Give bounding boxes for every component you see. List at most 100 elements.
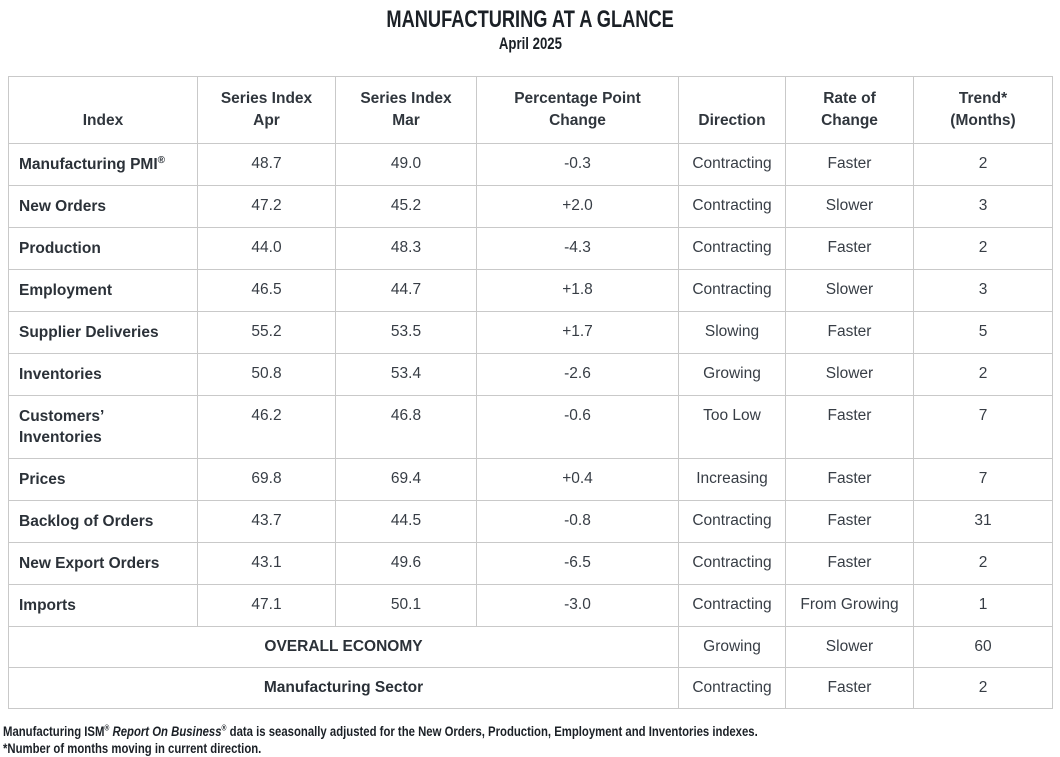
direction-value: Contracting xyxy=(679,186,786,228)
page-title: MANUFACTURING AT A GLANCE xyxy=(0,7,1060,33)
percentage-point-change-value: +2.0 xyxy=(477,186,679,228)
series-index-mar-value: 50.1 xyxy=(336,585,477,627)
series-index-apr-value: 50.8 xyxy=(198,354,336,396)
index-name: New Export Orders xyxy=(9,543,198,585)
rate-of-change-value: Faster xyxy=(786,668,914,709)
footnote-line-1: Manufacturing ISM® Report On Business® d… xyxy=(3,724,1060,741)
percentage-point-change-value: -0.8 xyxy=(477,501,679,543)
index-name: Employment xyxy=(9,270,198,312)
index-name: Manufacturing PMI® xyxy=(9,144,198,186)
rate-of-change-value: Faster xyxy=(786,144,914,186)
trend-months-value: 2 xyxy=(914,543,1053,585)
trend-months-value: 2 xyxy=(914,668,1053,709)
header-direction: Direction xyxy=(679,77,786,144)
index-name: New Orders xyxy=(9,186,198,228)
footnote-line-2: *Number of months moving in current dire… xyxy=(3,741,1060,757)
percentage-point-change-value: -2.6 xyxy=(477,354,679,396)
series-index-mar-value: 46.8 xyxy=(336,396,477,459)
trend-months-value: 60 xyxy=(914,627,1053,668)
rate-of-change-value: Slower xyxy=(786,186,914,228)
header-series-index-mar: Series Index Mar xyxy=(336,77,477,144)
trend-months-value: 3 xyxy=(914,270,1053,312)
direction-value: Growing xyxy=(679,354,786,396)
direction-value: Contracting xyxy=(679,501,786,543)
percentage-point-change-value: -4.3 xyxy=(477,228,679,270)
series-index-apr-value: 48.7 xyxy=(198,144,336,186)
percentage-point-change-value: -6.5 xyxy=(477,543,679,585)
direction-value: Contracting xyxy=(679,585,786,627)
rate-of-change-value: Faster xyxy=(786,501,914,543)
percentage-point-change-value: +1.7 xyxy=(477,312,679,354)
direction-value: Slowing xyxy=(679,312,786,354)
index-name: Backlog of Orders xyxy=(9,501,198,543)
title-block: MANUFACTURING AT A GLANCE April 2025 xyxy=(0,0,1060,54)
rate-of-change-value: Faster xyxy=(786,396,914,459)
index-name: Supplier Deliveries xyxy=(9,312,198,354)
index-name: Production xyxy=(9,228,198,270)
series-index-apr-value: 46.2 xyxy=(198,396,336,459)
report-on-business-title: Report On Business xyxy=(109,724,221,739)
header-percentage-point-change: Percentage Point Change xyxy=(477,77,679,144)
direction-value: Too Low xyxy=(679,396,786,459)
direction-value: Contracting xyxy=(679,543,786,585)
rate-of-change-value: Slower xyxy=(786,627,914,668)
rate-of-change-value: Faster xyxy=(786,543,914,585)
rate-of-change-value: Slower xyxy=(786,354,914,396)
rate-of-change-value: Faster xyxy=(786,459,914,501)
index-name: Imports xyxy=(9,585,198,627)
rate-of-change-value: Faster xyxy=(786,312,914,354)
trend-months-value: 2 xyxy=(914,228,1053,270)
series-index-mar-value: 48.3 xyxy=(336,228,477,270)
series-index-mar-value: 44.7 xyxy=(336,270,477,312)
header-series-index-apr: Series Index Apr xyxy=(198,77,336,144)
index-name: Inventories xyxy=(9,354,198,396)
trend-months-value: 2 xyxy=(914,354,1053,396)
trend-months-value: 3 xyxy=(914,186,1053,228)
table-header: Index Series Index Apr Series Index Mar … xyxy=(9,77,1053,144)
report-month-text: April 2025 xyxy=(498,35,561,54)
series-index-apr-value: 47.2 xyxy=(198,186,336,228)
percentage-point-change-value: -0.3 xyxy=(477,144,679,186)
header-rate-of-change: Rate of Change xyxy=(786,77,914,144)
series-index-apr-value: 43.1 xyxy=(198,543,336,585)
header-row: Index Series Index Apr Series Index Mar … xyxy=(9,77,1053,144)
direction-value: Contracting xyxy=(679,270,786,312)
manufacturing-at-a-glance-table: Index Series Index Apr Series Index Mar … xyxy=(8,76,1053,709)
summary-label: OVERALL ECONOMY xyxy=(9,627,679,668)
series-index-apr-value: 44.0 xyxy=(198,228,336,270)
series-index-apr-value: 55.2 xyxy=(198,312,336,354)
direction-value: Increasing xyxy=(679,459,786,501)
registered-mark-icon: ® xyxy=(158,155,165,166)
series-index-mar-value: 49.0 xyxy=(336,144,477,186)
page-title-text: MANUFACTURING AT A GLANCE xyxy=(386,7,673,33)
series-index-mar-value: 45.2 xyxy=(336,186,477,228)
header-index: Index xyxy=(9,77,198,144)
direction-value: Contracting xyxy=(679,228,786,270)
series-index-apr-value: 46.5 xyxy=(198,270,336,312)
percentage-point-change-value: +0.4 xyxy=(477,459,679,501)
header-trend-months: Trend* (Months) xyxy=(914,77,1053,144)
rate-of-change-value: Slower xyxy=(786,270,914,312)
series-index-apr-value: 43.7 xyxy=(198,501,336,543)
direction-value: Contracting xyxy=(679,144,786,186)
footnote-1-text: Manufacturing ISM xyxy=(3,724,104,739)
trend-months-value: 7 xyxy=(914,396,1053,459)
trend-months-value: 31 xyxy=(914,501,1053,543)
percentage-point-change-value: -3.0 xyxy=(477,585,679,627)
trend-months-value: 5 xyxy=(914,312,1053,354)
series-index-mar-value: 49.6 xyxy=(336,543,477,585)
series-index-apr-value: 69.8 xyxy=(198,459,336,501)
index-name: Prices xyxy=(9,459,198,501)
